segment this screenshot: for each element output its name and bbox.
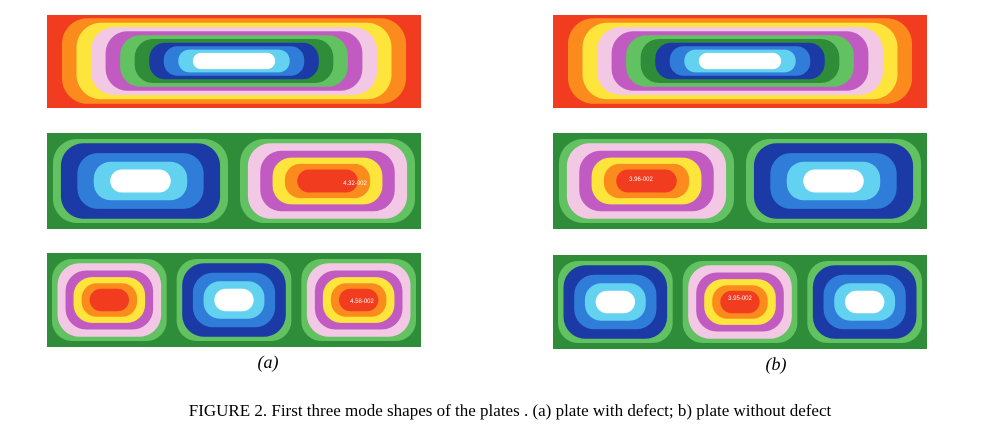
- contour-band: [297, 169, 358, 193]
- annotation: 4.58-002: [350, 299, 374, 305]
- contour-band: [89, 288, 130, 312]
- panel-label: (b): [766, 354, 787, 375]
- annotation: 3.96-002: [629, 177, 653, 183]
- contour-band: [698, 52, 782, 70]
- caption: FIGURE 2. First three mode shapes of the…: [189, 401, 832, 420]
- contour-band: [214, 288, 254, 312]
- contour-band: [110, 169, 171, 193]
- annotation: 3.95-002: [728, 296, 752, 302]
- contour-band: [595, 290, 636, 314]
- contour-band: [616, 169, 677, 193]
- contour-band: [720, 290, 760, 314]
- annotation: 4.32-002: [343, 181, 367, 187]
- panel-label: (a): [258, 352, 279, 373]
- contour-band: [338, 288, 379, 312]
- mode-shape-plots: [47, 15, 927, 349]
- contour-band: [192, 52, 276, 70]
- contour-band: [844, 290, 885, 314]
- contour-band: [803, 169, 864, 193]
